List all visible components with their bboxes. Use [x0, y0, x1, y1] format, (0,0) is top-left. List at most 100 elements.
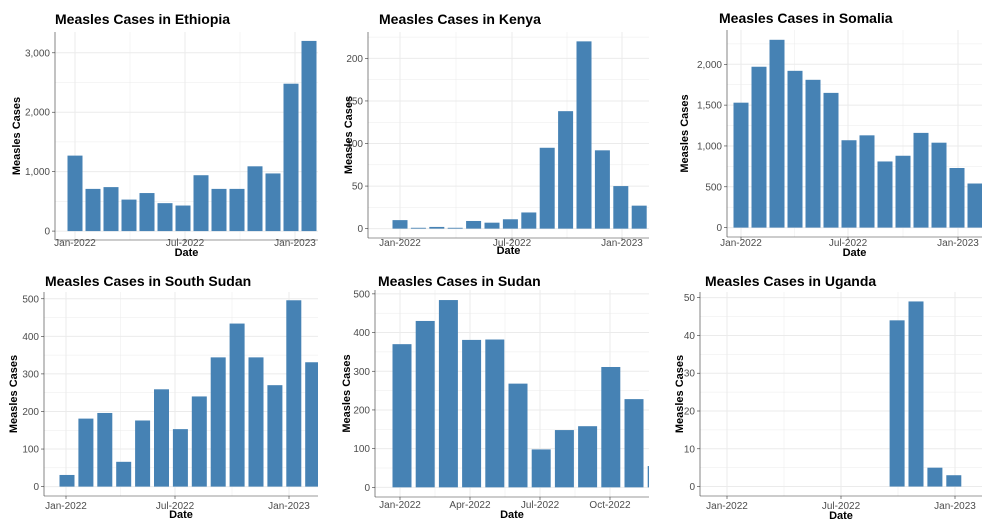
- y-tick-label: 400: [22, 332, 39, 343]
- bar-2023-01: [631, 205, 647, 229]
- bar-2022-10: [908, 301, 924, 487]
- bar-2022-10: [913, 132, 929, 228]
- chart-title: Measles Cases in South Sudan: [45, 273, 251, 289]
- chart-title: Measles Cases in Somalia: [719, 10, 893, 26]
- bar-2022-07: [521, 212, 537, 229]
- x-tick-label: Jan-2022: [54, 238, 96, 249]
- chart-panel-somalia: 0 500 1,000 1,500 2,000 Jan-2022 Jul-2022 Jan-2…: [679, 10, 982, 259]
- bar-2022-08: [877, 161, 893, 228]
- bar-2022-02: [438, 300, 458, 488]
- bar-2022-01: [78, 418, 94, 487]
- y-axis-label: Measles Cases: [343, 96, 355, 174]
- y-tick-label: 2,000: [697, 60, 722, 71]
- y-tick-label: 0: [44, 227, 50, 238]
- bar-2022-04: [805, 79, 821, 228]
- bar-2022-04: [139, 193, 155, 232]
- bar-2021-12: [67, 155, 83, 232]
- x-tick-label: Jul-2022: [493, 238, 532, 249]
- x-axis-label: Date: [175, 247, 199, 259]
- bar-2022-11: [647, 466, 649, 488]
- y-tick-label: 0: [689, 482, 695, 493]
- bar-2022-06: [172, 429, 188, 487]
- y-axis-label: Measles Cases: [8, 355, 20, 433]
- bar-2022-09: [558, 111, 574, 229]
- bar-2022-03: [787, 70, 803, 228]
- y-tick-label: 100: [22, 445, 39, 456]
- y-tick-label: 500: [353, 289, 370, 300]
- x-tick-label: Jan-2023: [937, 238, 979, 249]
- bar-2022-12: [949, 168, 965, 228]
- bar-2022-08: [539, 147, 555, 229]
- bar-2022-08: [578, 426, 598, 488]
- y-tick-label: 100: [346, 139, 363, 150]
- x-tick-label: Jul-2022: [166, 238, 205, 249]
- bar-2022-12: [286, 300, 302, 487]
- bar-2022-01: [410, 227, 426, 229]
- bar-2022-05: [157, 203, 173, 232]
- y-axis-label: Measles Cases: [674, 355, 686, 433]
- x-tick-label: Jan-2022: [379, 500, 421, 511]
- y-tick-label: 400: [353, 328, 370, 339]
- y-axis-label: Measles Cases: [341, 354, 353, 432]
- chart-title: Measles Cases in Kenya: [379, 11, 541, 27]
- bar-2022-10: [248, 357, 264, 487]
- y-tick-label: 1,500: [697, 101, 722, 112]
- bar-2022-12: [283, 83, 299, 232]
- x-tick-label: Jan-2022: [45, 501, 87, 512]
- bar-2022-01: [751, 66, 767, 228]
- bar-2022-09: [229, 323, 245, 487]
- y-axis-label: Measles Cases: [679, 94, 691, 172]
- bar-2021-12: [392, 220, 408, 229]
- bar-2022-07: [859, 135, 875, 228]
- bar-2021-12: [733, 102, 749, 228]
- y-tick-label: 200: [353, 405, 370, 416]
- y-tick-label: 20: [684, 407, 696, 418]
- y-tick-label: 200: [22, 407, 39, 418]
- x-tick-label: Jul-2022: [156, 501, 195, 512]
- y-tick-label: 40: [684, 331, 696, 342]
- bar-2022-06: [175, 205, 191, 232]
- y-tick-label: 0: [364, 483, 370, 494]
- bar-2022-02: [103, 187, 119, 232]
- x-tick-label: Jan-2023: [268, 501, 310, 512]
- x-tick-label: Jan-2023: [601, 238, 643, 249]
- x-tick-label: Apr-2022: [449, 500, 491, 511]
- y-tick-label: 1,000: [697, 141, 722, 152]
- bar-2022-03: [116, 461, 132, 487]
- bar-2022-02: [97, 412, 113, 487]
- x-tick-label: Jan-2023: [274, 238, 316, 249]
- y-tick-label: 50: [352, 182, 364, 193]
- y-tick-label: 150: [346, 96, 363, 107]
- x-tick-label: Jul-2022: [521, 500, 560, 511]
- bar-2022-10: [576, 41, 592, 229]
- chart-title: Measles Cases in Sudan: [378, 273, 541, 289]
- y-tick-label: 50: [684, 293, 696, 304]
- y-tick-label: 0: [357, 224, 363, 235]
- y-tick-label: 300: [353, 367, 370, 378]
- bar-2022-01: [85, 188, 101, 232]
- bar-2022-05: [823, 92, 839, 228]
- bar-2023-01: [305, 362, 318, 487]
- bar-2021-12: [392, 344, 412, 488]
- x-tick-label: Jan-2022: [706, 501, 748, 512]
- bar-2022-12: [946, 475, 962, 487]
- bar-2022-02: [769, 39, 785, 228]
- y-tick-label: 0: [716, 223, 722, 234]
- x-axis-label: Date: [829, 510, 853, 520]
- bar-2022-11: [267, 385, 283, 487]
- bar-2022-04: [135, 420, 151, 487]
- bar-2022-11: [594, 150, 610, 229]
- chart-panel-kenya: 0 50 100 150 200 Jan-2022 Jul-2022 Jan-2023 Meas…: [343, 11, 649, 257]
- chart-panel-ethiopia: 0 1,000 2,000 3,000 Jan-2022 Jul-2022 Jan-2023…: [11, 11, 318, 259]
- bar-2022-09: [229, 188, 245, 232]
- bar-2022-03: [121, 199, 137, 232]
- bar-2022-05: [508, 383, 528, 488]
- bar-2022-05: [154, 389, 169, 487]
- bar-2022-06: [841, 140, 857, 228]
- x-axis-label: Date: [169, 509, 193, 520]
- bar-2022-04: [466, 220, 482, 229]
- x-tick-label: Jul-2022: [829, 238, 868, 249]
- y-tick-label: 200: [346, 54, 363, 65]
- bar-2022-11: [931, 142, 947, 228]
- bar-2022-07: [191, 396, 207, 487]
